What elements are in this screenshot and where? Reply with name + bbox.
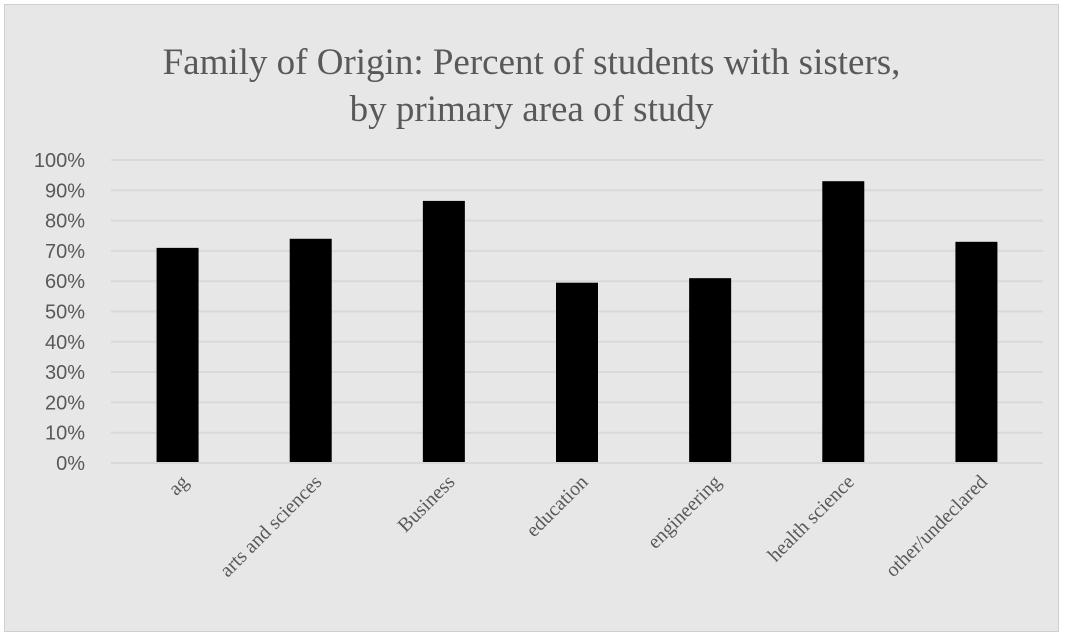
x-tick-label: other/undeclared bbox=[881, 471, 992, 582]
y-tick-label: 60% bbox=[45, 271, 85, 293]
y-tick-label: 30% bbox=[45, 362, 85, 384]
bar-ag bbox=[156, 247, 199, 463]
bar-other-undeclared bbox=[955, 241, 998, 463]
x-tick-label: arts and sciences bbox=[216, 471, 327, 582]
bar-arts-and-sciences bbox=[289, 238, 332, 463]
x-tick-label: education bbox=[522, 471, 593, 542]
bar-education bbox=[556, 282, 598, 463]
bar-chart: 0% 10% 20% 30% 40% 50% 60% 70% 80% 90% 100% ag arts… bbox=[34, 150, 1043, 582]
chart-title-line-1: Family of Origin: Percent of students wi… bbox=[162, 42, 901, 83]
bars bbox=[156, 181, 998, 463]
y-tick-label: 20% bbox=[45, 392, 85, 414]
chart-area: Family of Origin: Percent of students wi… bbox=[4, 4, 1059, 632]
x-axis-tick-labels: ag arts and sciences Business education engi… bbox=[164, 471, 992, 582]
chart-title: Family of Origin: Percent of students wi… bbox=[5, 39, 1058, 133]
y-axis-tick-labels: 0% 10% 20% 30% 40% 50% 60% 70% 80% 90% 100% bbox=[34, 150, 85, 475]
y-tick-label: 100% bbox=[34, 150, 85, 172]
bar-health-science bbox=[822, 181, 865, 463]
bar-engineering bbox=[689, 278, 732, 463]
x-tick-label: health science bbox=[764, 471, 859, 566]
chart-title-line-2: by primary area of study bbox=[349, 89, 714, 130]
y-tick-label: 10% bbox=[45, 423, 85, 445]
x-tick-label: engineering bbox=[643, 471, 725, 553]
y-tick-label: 90% bbox=[45, 180, 85, 202]
y-tick-label: 70% bbox=[45, 241, 85, 263]
y-tick-label: 40% bbox=[45, 332, 85, 354]
x-tick-label: Business bbox=[394, 471, 460, 537]
y-tick-label: 80% bbox=[45, 211, 85, 233]
x-tick-label: ag bbox=[164, 471, 193, 500]
bar-business bbox=[422, 200, 465, 463]
y-tick-label: 0% bbox=[56, 453, 85, 475]
y-tick-label: 50% bbox=[45, 302, 85, 324]
